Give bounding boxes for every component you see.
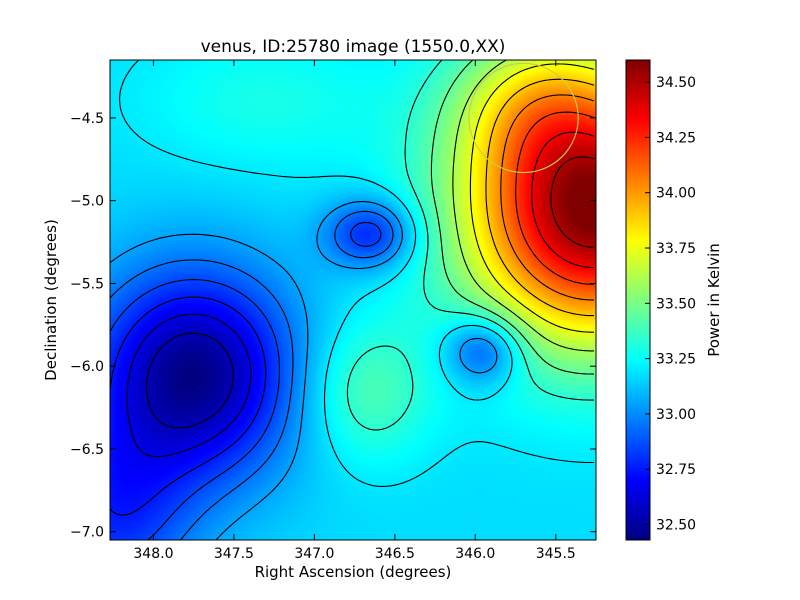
plot-frame	[109, 59, 597, 541]
x-tick-label: 346.0	[455, 546, 495, 562]
chart-title: venus, ID:25780 image (1550.0,XX)	[201, 37, 506, 57]
x-tick-label: 347.5	[214, 546, 254, 562]
contour-line	[452, 59, 594, 352]
colorbar-tick-label: 34.50	[656, 75, 696, 91]
contour-line	[430, 59, 595, 375]
contour-line	[109, 221, 382, 541]
colorbar-tick-label: 33.25	[656, 352, 696, 368]
contour-line	[109, 200, 498, 541]
colorbar-ticks: 32.50 32.75 33.00 33.25 33.50 33.75 34.00 34.25…	[645, 75, 696, 534]
contour-line	[109, 210, 394, 541]
y-tick-label: −4.5	[70, 111, 104, 127]
colorbar-frame	[625, 59, 651, 541]
contour-line	[346, 59, 594, 431]
contour-line	[109, 296, 267, 516]
x-axis-label: Right Ascension (degrees)	[255, 563, 452, 581]
colorbar-gradient	[626, 60, 650, 540]
colorbar-tick-label: 33.75	[656, 241, 696, 257]
colorbar-tick-label: 33.50	[656, 296, 696, 312]
contour-line	[515, 111, 595, 285]
colorbar-tick-label: 32.75	[656, 462, 696, 478]
x-tick-label: 345.5	[536, 546, 576, 562]
colorbar-label: Power in Kelvin	[705, 243, 723, 357]
colorbar-tick-label: 33.00	[656, 407, 696, 423]
contour-line	[531, 131, 595, 269]
beam-circle	[468, 62, 579, 174]
contour-line	[119, 59, 594, 487]
colorbar-tick-label: 34.00	[656, 186, 696, 202]
y-tick-label: −6.5	[70, 442, 104, 458]
y-tick-label: −5.5	[70, 276, 104, 292]
colorbar-tick-label: 34.25	[656, 130, 696, 146]
contour-line	[469, 63, 595, 333]
contour-line	[485, 78, 595, 317]
colorbar-tick-label: 32.50	[656, 518, 696, 534]
y-tick-label: −5.0	[70, 194, 104, 210]
y-axis-label: Declination (degrees)	[42, 219, 60, 381]
heatmap-image	[110, 60, 596, 540]
contour-line	[126, 313, 252, 458]
contour-line	[500, 94, 595, 301]
x-tick-label: 347.0	[294, 546, 334, 562]
y-axis: −4.5 −5.0 −5.5 −6.0 −6.5 −7.0	[70, 111, 596, 541]
contour-lines	[109, 59, 595, 541]
y-tick-label: −7.0	[70, 525, 104, 541]
colorbar: 32.50 32.75 33.00 33.25 33.50 33.75 34.00 34.25…	[625, 59, 723, 541]
x-tick-label: 346.5	[375, 546, 415, 562]
x-tick-label: 348.0	[133, 546, 173, 562]
contour-line	[550, 156, 595, 248]
plot-area	[109, 59, 597, 541]
contour-line	[146, 332, 234, 429]
x-axis: 348.0 347.5 347.0 346.5 346.0 345.5	[133, 60, 576, 562]
y-tick-label: −6.0	[70, 359, 104, 375]
